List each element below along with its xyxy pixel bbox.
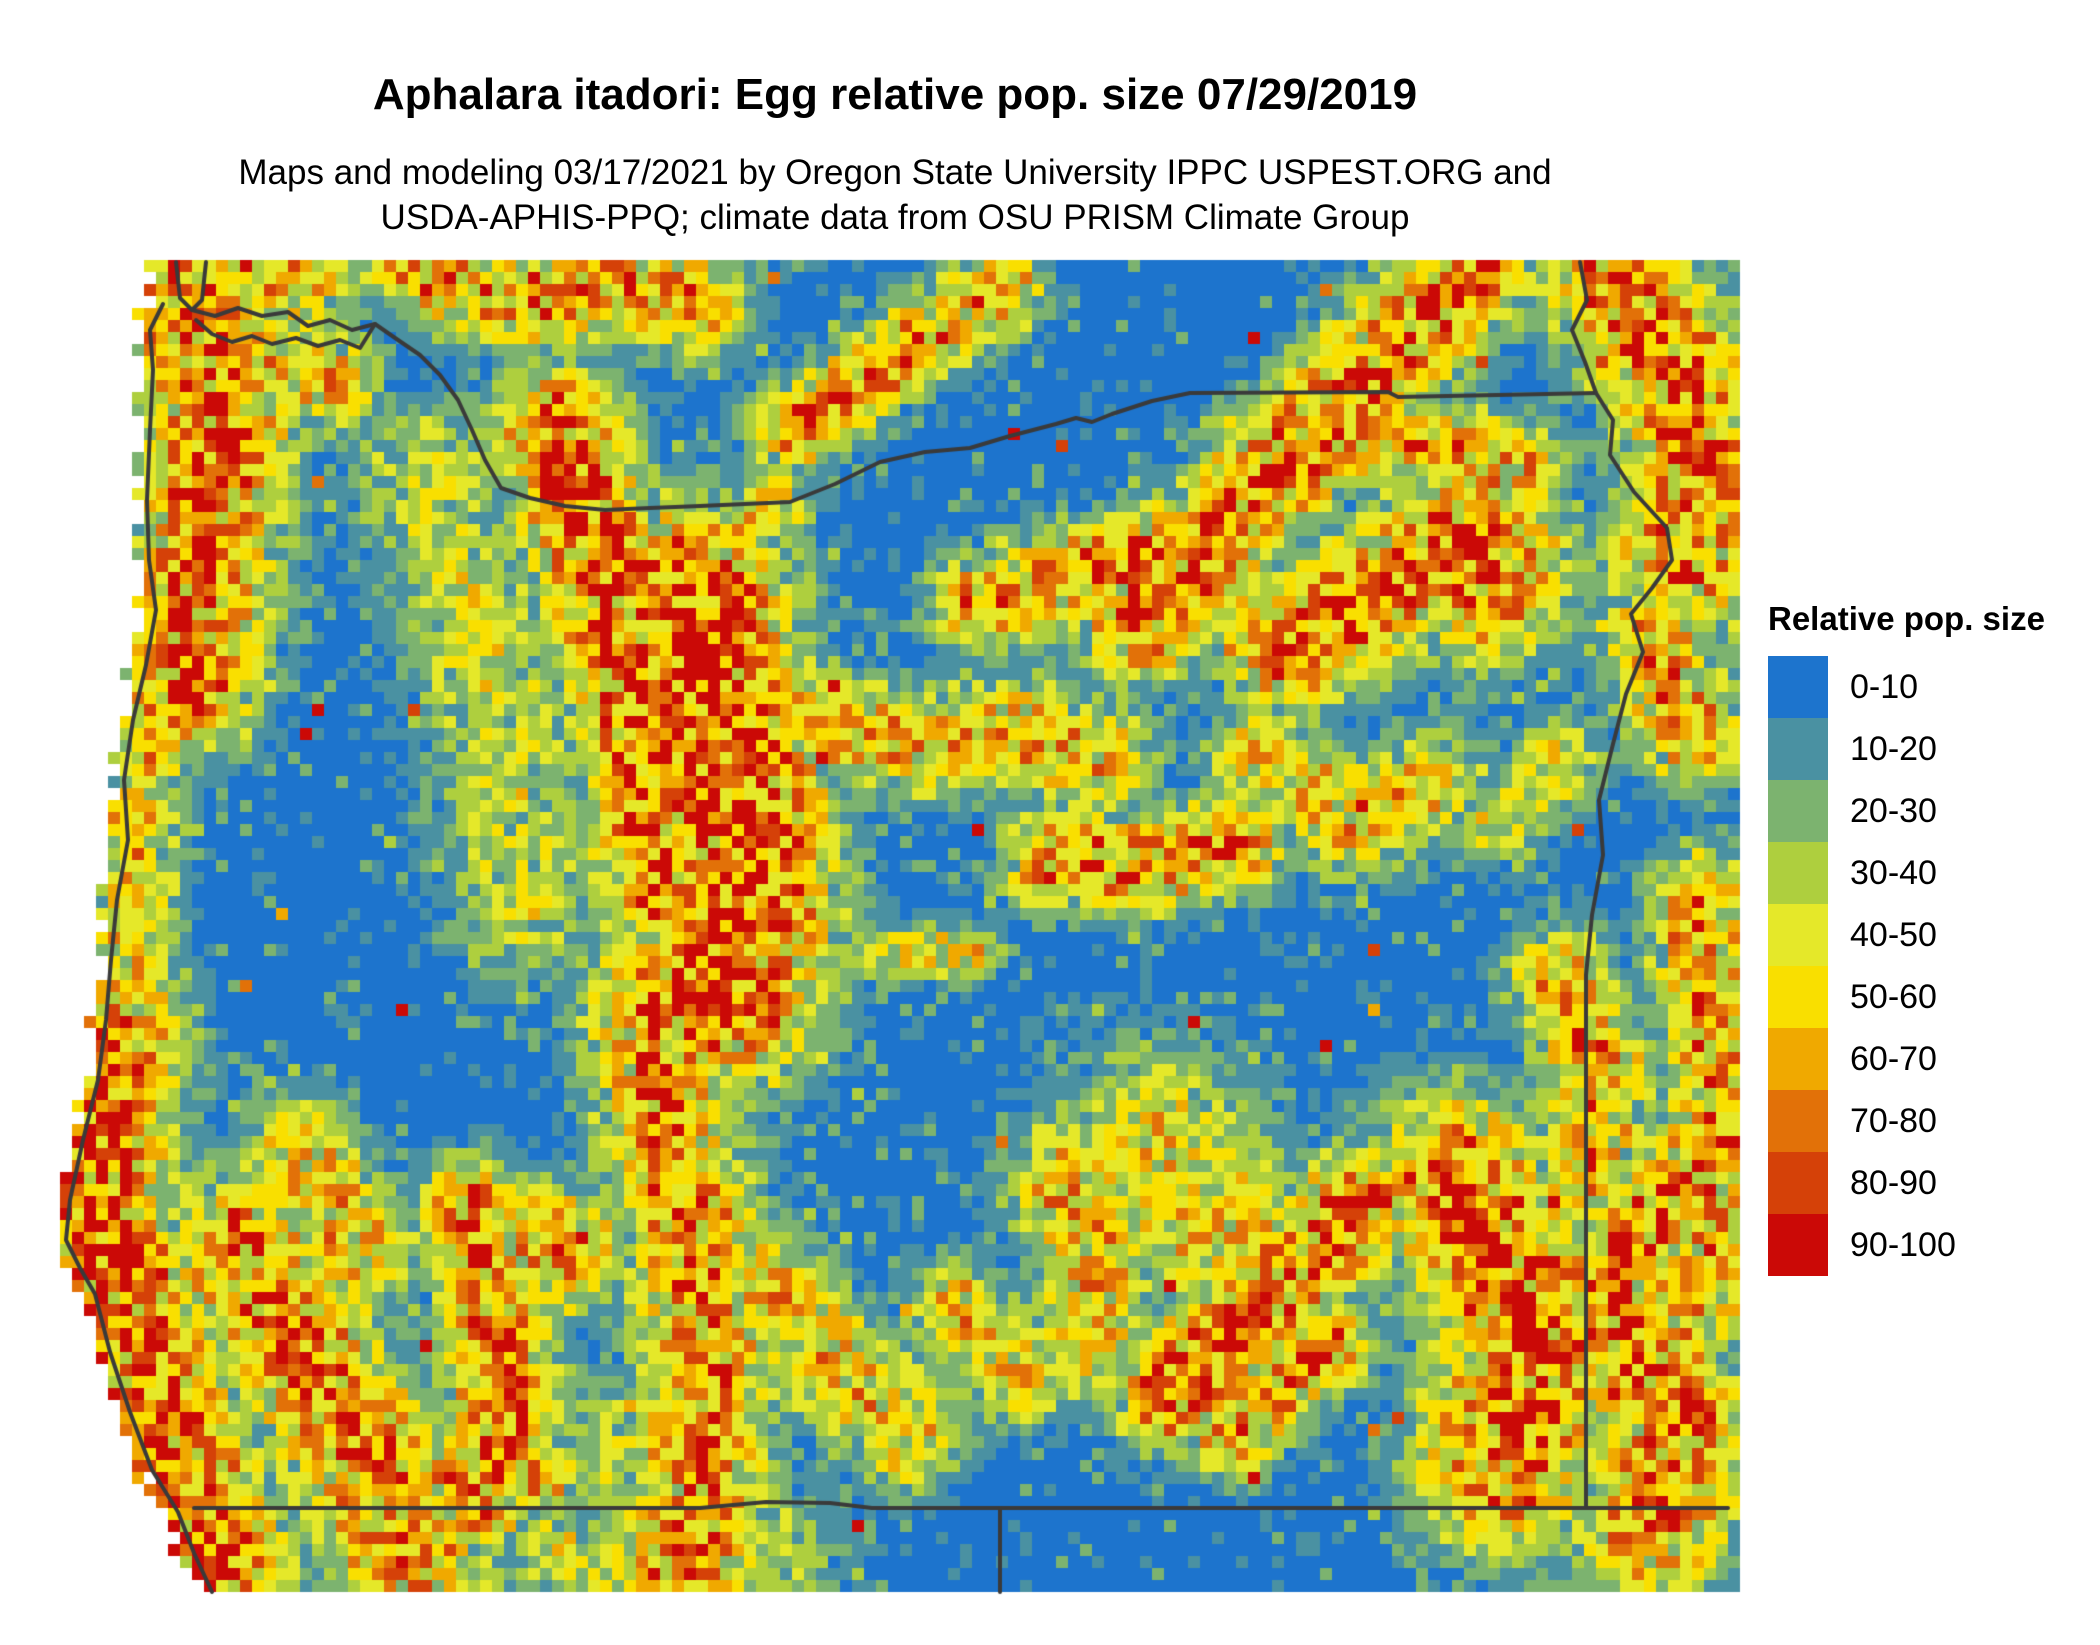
legend-color-swatch: [1768, 1090, 1828, 1152]
legend-bin-label: 80-90: [1850, 1163, 1937, 1202]
legend-color-swatch: [1768, 842, 1828, 904]
map-title: Aphalara itadori: Egg relative pop. size…: [372, 70, 1418, 119]
legend-bin-label: 30-40: [1850, 853, 1937, 892]
legend-row: 90-100: [1768, 1214, 2098, 1276]
legend-row: 10-20: [1768, 718, 2098, 780]
legend-color-swatch: [1768, 1028, 1828, 1090]
map-subtitle: Maps and modeling 03/17/2021 by Oregon S…: [0, 150, 1790, 240]
legend-row: 50-60: [1768, 966, 2098, 1028]
legend-bin-label: 10-20: [1850, 729, 1937, 768]
legend-color-swatch: [1768, 904, 1828, 966]
legend-color-swatch: [1768, 656, 1828, 718]
legend-row: 70-80: [1768, 1090, 2098, 1152]
map-subtitle-line1: Maps and modeling 03/17/2021 by Oregon S…: [238, 153, 1552, 192]
legend-color-swatch: [1768, 966, 1828, 1028]
legend-title: Relative pop. size: [1768, 600, 2045, 637]
legend-row: 20-30: [1768, 780, 2098, 842]
legend-bin-label: 70-80: [1850, 1101, 1937, 1140]
legend-bin-label: 40-50: [1850, 915, 1937, 954]
legend-color-swatch: [1768, 1214, 1828, 1276]
legend-color-swatch: [1768, 718, 1828, 780]
legend-color-swatch: [1768, 1152, 1828, 1214]
legend-bin-label: 50-60: [1850, 977, 1937, 1016]
legend-row: 40-50: [1768, 904, 2098, 966]
legend: Relative pop. size 0-10 10-20 20-30 30-4…: [1768, 600, 2098, 1276]
legend-bin-label: 0-10: [1850, 667, 1919, 706]
legend-row: 30-40: [1768, 842, 2098, 904]
legend-bin-label: 20-30: [1850, 791, 1937, 830]
legend-row: 0-10: [1768, 656, 2098, 718]
legend-color-swatch: [1768, 780, 1828, 842]
legend-bin-label: 90-100: [1850, 1225, 1956, 1264]
legend-row: 60-70: [1768, 1028, 2098, 1090]
legend-bin-label: 60-70: [1850, 1039, 1937, 1078]
map-subtitle-line2: USDA-APHIS-PPQ; climate data from OSU PR…: [380, 198, 1410, 237]
legend-row: 80-90: [1768, 1152, 2098, 1214]
legend-entries: 0-10 10-20 20-30 30-40 40-50 50-60 60-70: [1768, 656, 2098, 1276]
